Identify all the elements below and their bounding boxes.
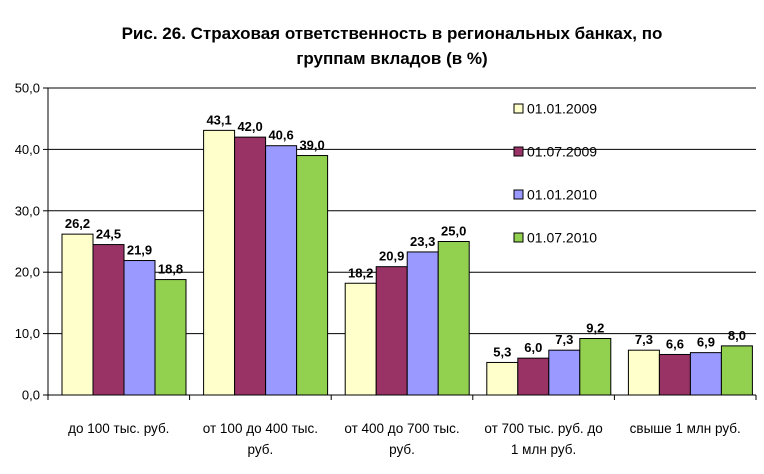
data-label: 24,5 <box>96 227 121 242</box>
data-labels: 26,2 43,1 18,2 5,3 7,3 24,5 42,0 20,9 6,0 6,6 21,9… <box>65 112 746 359</box>
bar <box>61 233 94 396</box>
bar <box>627 349 660 396</box>
bar <box>123 260 156 396</box>
bar <box>689 352 722 396</box>
bar <box>296 155 329 396</box>
data-label: 18,8 <box>158 262 183 277</box>
category-label: руб. <box>248 442 274 457</box>
category-label: от 400 до 700 тыс. <box>344 421 459 436</box>
data-label: 18,2 <box>348 265 373 280</box>
data-label: 21,9 <box>127 243 152 258</box>
legend-swatch <box>513 103 524 114</box>
y-tick-label: 50,0 <box>15 81 40 96</box>
bar <box>265 145 298 396</box>
legend-swatch <box>513 189 524 200</box>
data-label: 39,0 <box>299 138 324 153</box>
y-tick-label: 0,0 <box>22 388 40 403</box>
legend-label: 01.07.2010 <box>527 230 597 246</box>
y-tick-label: 20,0 <box>15 265 40 280</box>
bar <box>406 251 439 396</box>
gridlines <box>48 87 756 335</box>
data-label: 7,3 <box>635 332 653 347</box>
chart-title-line-1: Рис. 26. Страховая ответственность в рег… <box>122 24 663 43</box>
data-label: 26,2 <box>65 216 90 231</box>
category-label: 1 млн руб. <box>511 442 576 457</box>
y-tick-label: 30,0 <box>15 203 40 218</box>
data-label: 43,1 <box>206 112 231 127</box>
y-tick-labels: 0,0 10,0 20,0 30,0 40,0 50,0 <box>15 81 40 403</box>
data-label: 8,0 <box>728 328 746 343</box>
bar <box>720 345 753 396</box>
bar <box>203 129 236 396</box>
category-label: до 100 тыс. руб. <box>68 421 169 436</box>
data-label: 6,6 <box>666 336 684 351</box>
bar <box>486 361 519 396</box>
axes <box>43 87 757 400</box>
legend-label: 01.07.2009 <box>527 144 597 160</box>
category-label: свыше 1 млн руб. <box>630 421 741 436</box>
data-label: 6,0 <box>524 340 542 355</box>
chart-title-line-2: группам вкладов (в %) <box>296 49 487 68</box>
x-category-labels: до 100 тыс. руб. от 100 до 400 тыс. руб. от… <box>68 421 741 457</box>
data-label: 40,6 <box>268 128 293 143</box>
data-label: 7,3 <box>555 332 573 347</box>
legend-swatch <box>513 232 524 243</box>
bar <box>375 266 408 396</box>
category-label: руб. <box>389 442 415 457</box>
category-label: от 700 тыс. руб. до <box>484 421 602 436</box>
bars <box>61 129 753 396</box>
category-label: от 100 до 400 тыс. <box>203 421 318 436</box>
bar <box>579 338 612 396</box>
bar <box>92 244 125 396</box>
bar <box>234 136 267 396</box>
data-label: 23,3 <box>410 234 435 249</box>
legend-label: 01.01.2010 <box>527 187 597 203</box>
bar <box>658 353 691 396</box>
y-tick-label: 40,0 <box>15 142 40 157</box>
data-label: 9,2 <box>586 321 604 336</box>
bar <box>517 357 550 396</box>
data-label: 20,9 <box>379 249 404 264</box>
bar <box>344 282 377 396</box>
bar <box>154 279 187 396</box>
data-label: 42,0 <box>237 119 262 134</box>
chart-title: Рис. 26. Страховая ответственность в рег… <box>122 24 663 68</box>
data-label: 6,9 <box>697 335 715 350</box>
y-tick-label: 10,0 <box>15 326 40 341</box>
legend-swatch <box>513 146 524 157</box>
bar <box>548 349 581 396</box>
bar <box>437 241 470 396</box>
data-label: 5,3 <box>493 344 511 359</box>
legend-label: 01.01.2009 <box>527 101 597 117</box>
data-label: 25,0 <box>441 224 466 239</box>
legend: 01.01.2009 01.07.2009 01.01.2010 01.07.2010 <box>513 101 597 246</box>
